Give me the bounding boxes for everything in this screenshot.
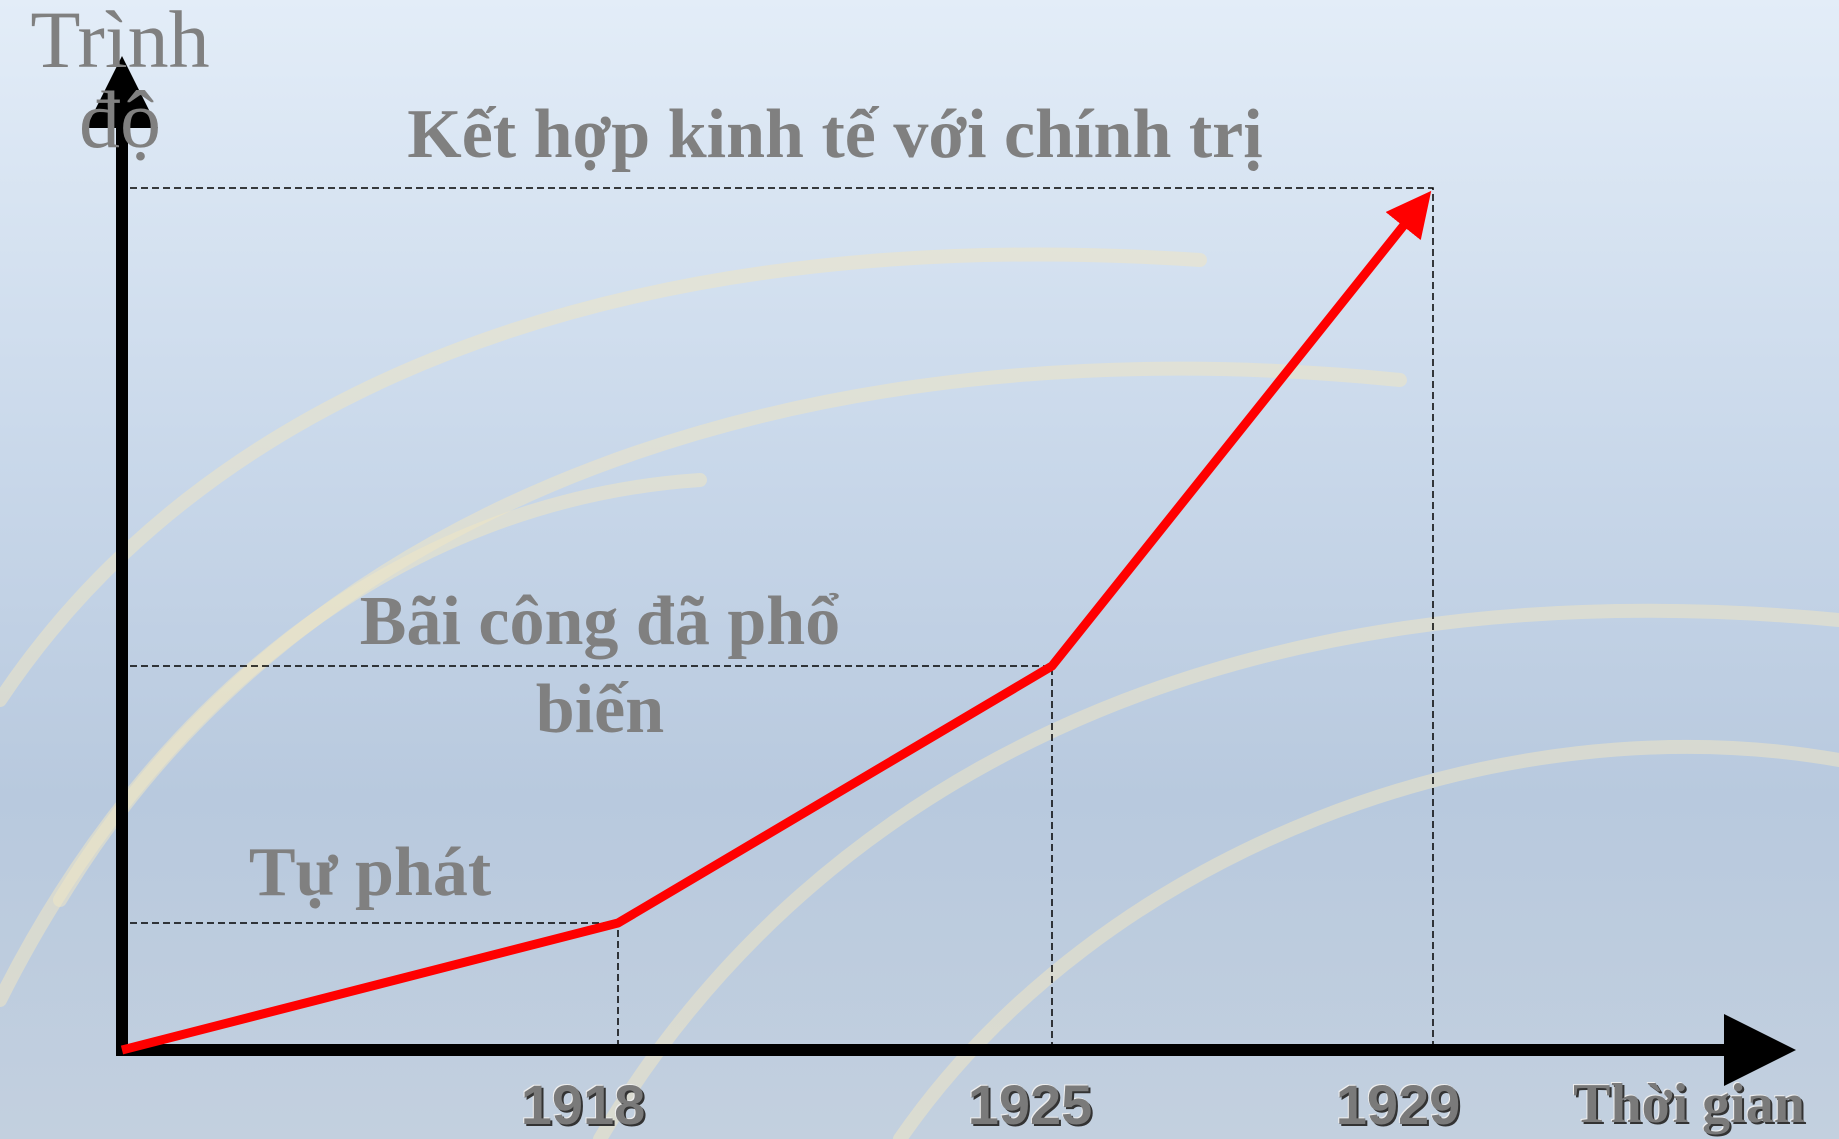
milestone-label: Bãi công đã phổ biến [320, 578, 880, 753]
year-label: 1929 [1298, 1072, 1498, 1137]
x-axis-label: Thời gian [1539, 1072, 1839, 1136]
slide: Trình độ Kết hợp kinh tế với chính trị B… [0, 0, 1839, 1139]
milestone-label: Tự phát [200, 834, 540, 911]
year-label: 1918 [483, 1072, 683, 1137]
year-label: 1925 [930, 1072, 1130, 1137]
y-axis-label: Trình độ [10, 0, 230, 161]
milestone-label: Kết hợp kinh tế với chính trị [300, 96, 1370, 173]
